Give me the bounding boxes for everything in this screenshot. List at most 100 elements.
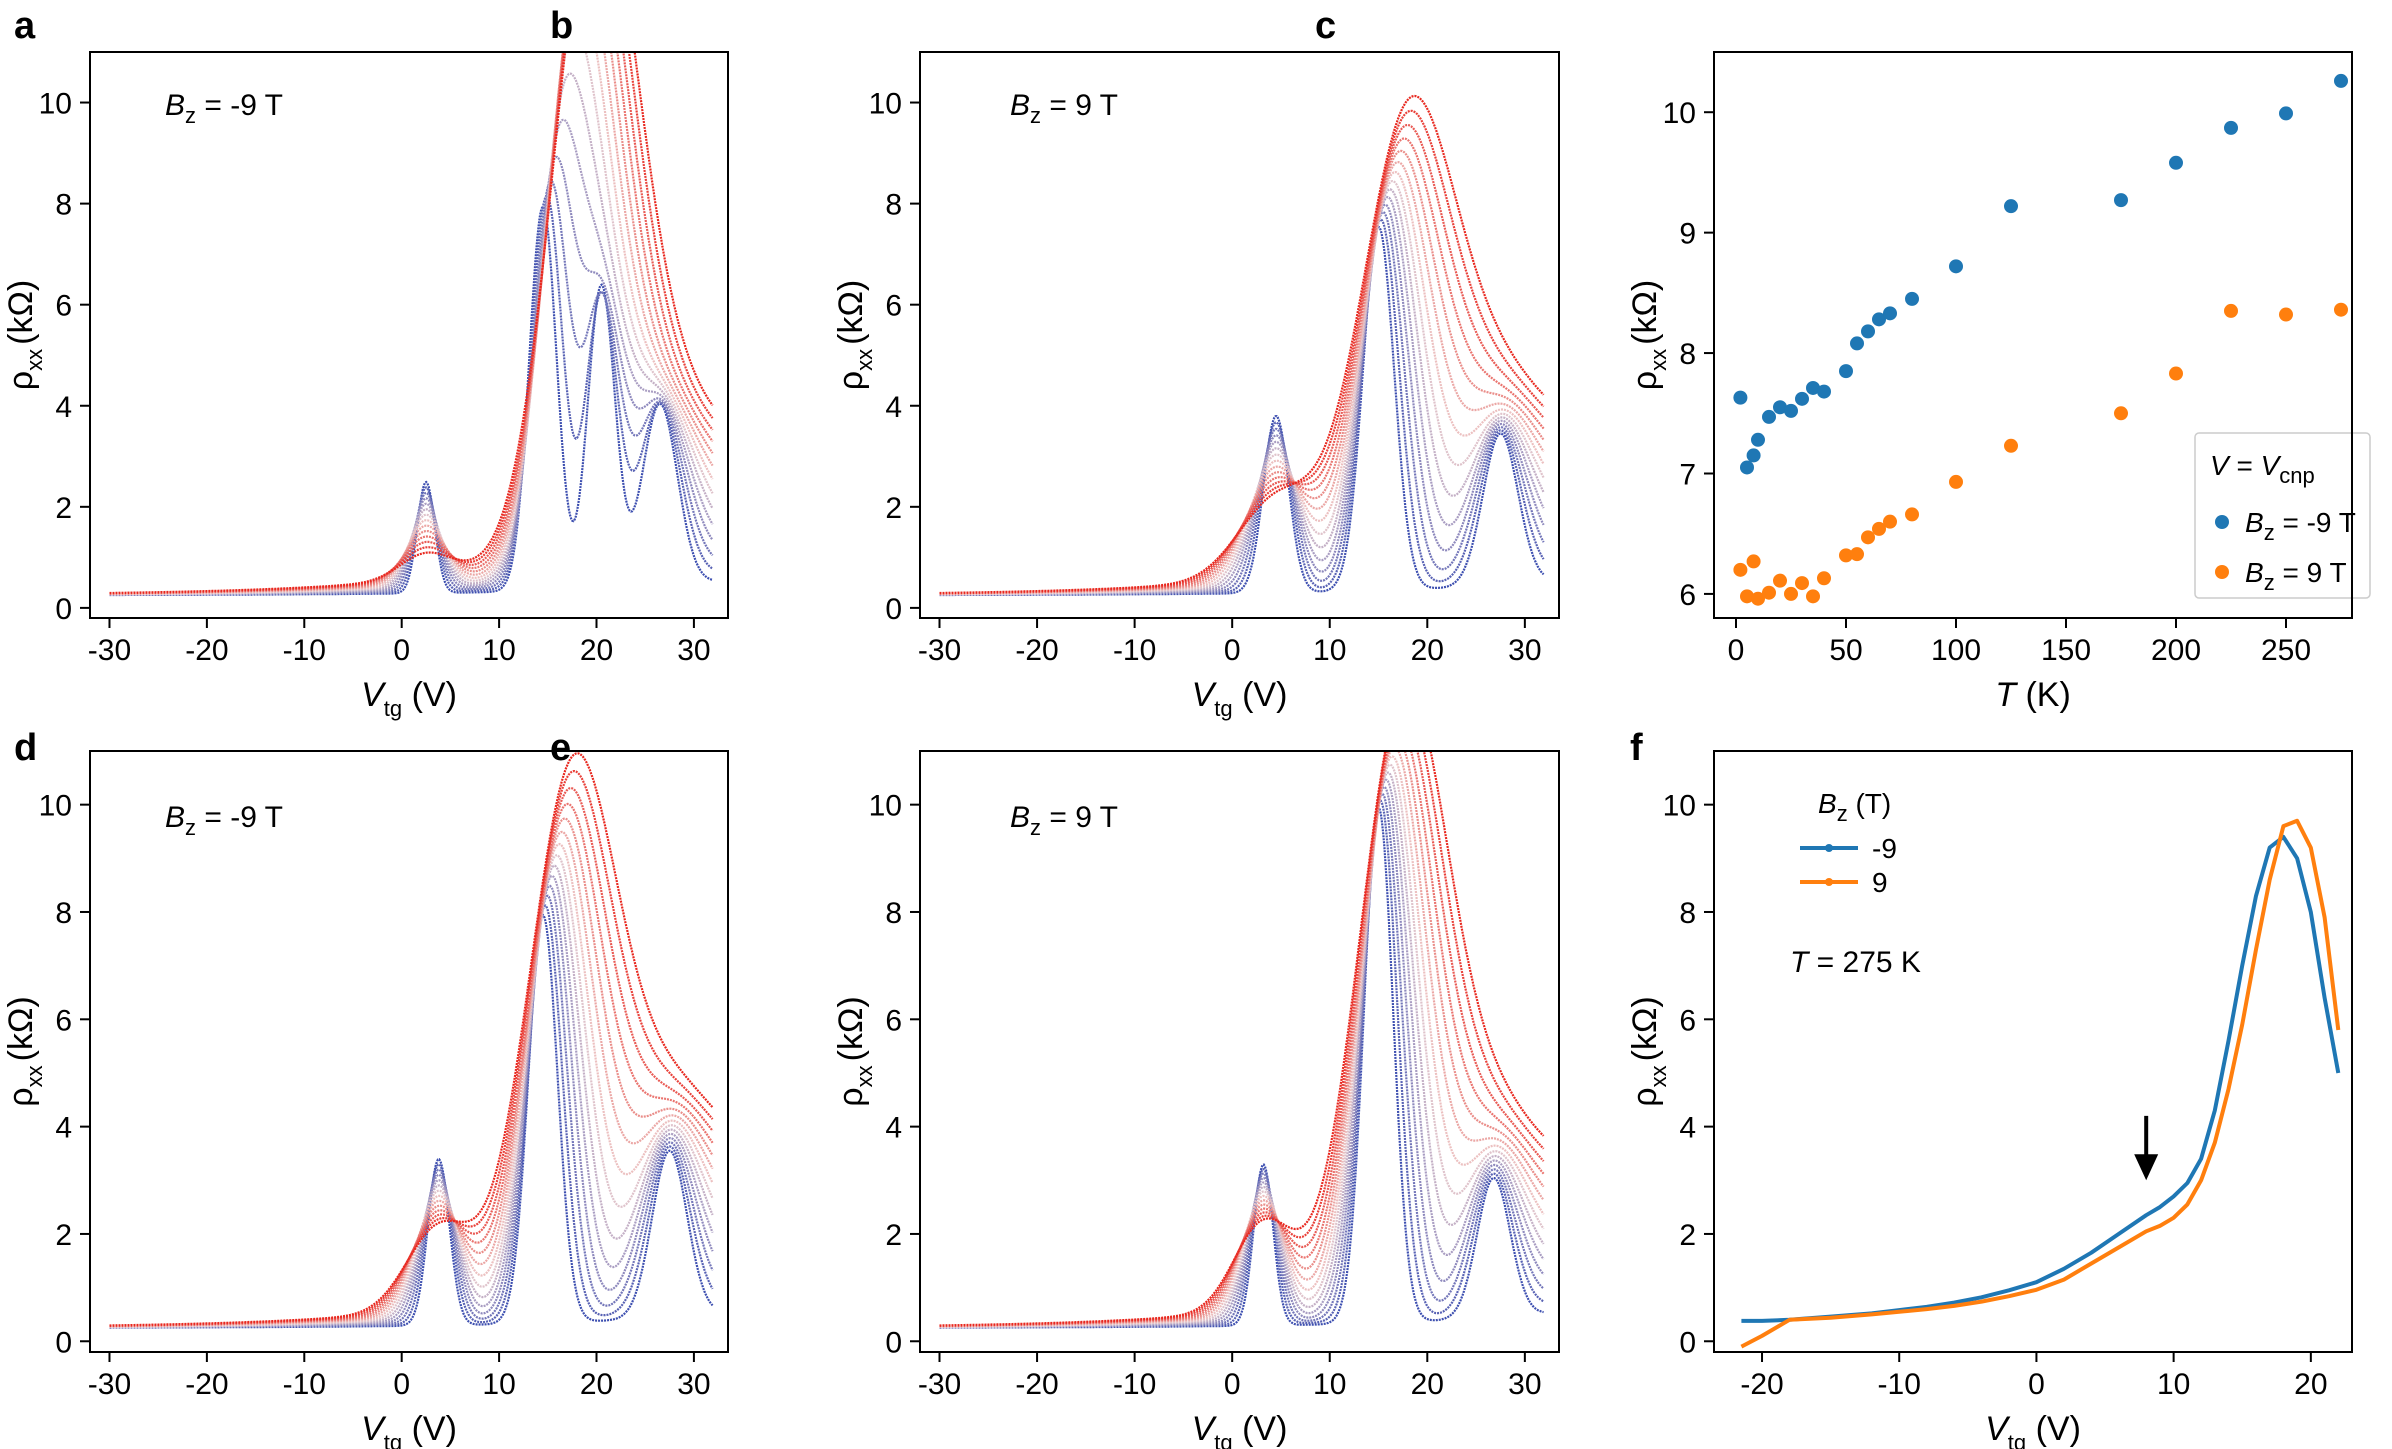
- plot-frame-e: [919, 750, 1560, 1353]
- x-tick-label-a-5: 20: [580, 634, 613, 667]
- legend-box-c: [2194, 432, 2371, 599]
- point-c-1-19: [2169, 366, 2183, 381]
- legend-entry-neg9: Bz = -9 T: [2245, 507, 2356, 545]
- series-f-9: [1740, 818, 2341, 1349]
- x-tick-label-f-4: 20: [2294, 1368, 2327, 1401]
- axes-d: -30 -20 -10 0 10 20 30 0 2 4 6 8 10 Vtg (V) ρxx(kΩ): [2, 750, 729, 1449]
- point-c-1-8: [1806, 589, 1820, 604]
- point-c-0-19: [2169, 155, 2183, 170]
- curves-d: [109, 752, 714, 1329]
- panel-b: b Bz = 9 T -30 -20 -10 0 10 20 30 0 2 4 6 8 10 Vtg (V…: [550, 5, 1560, 721]
- curve-b-12: [939, 109, 1545, 595]
- y-tick-label-e-2: 4: [885, 1112, 902, 1145]
- x-tick-label-d-3: 0: [393, 1368, 410, 1401]
- plot-frame-b: [919, 51, 1560, 619]
- point-c-0-1: [1740, 460, 1754, 475]
- panel-a: a Bz = -9 T -30 -20 -10 0 10 20 30 0 2 4 6 8 10 Vtg (…: [2, 5, 729, 721]
- x-tick-label-e-3: 0: [1224, 1368, 1241, 1401]
- legend-dot-pos9: [1825, 878, 1833, 886]
- x-tick-label-f-1: -10: [1878, 1368, 1921, 1401]
- y-tick-label-b-1: 2: [885, 492, 902, 525]
- x-tick-label-b-1: -20: [1015, 634, 1058, 667]
- x-tick-label-c-2: 100: [1931, 634, 1981, 667]
- y-axis-label-e: ρxx(kΩ): [832, 996, 877, 1106]
- x-tick-label-b-3: 0: [1224, 634, 1241, 667]
- panel-e: e Bz = 9 T -30 -20 -10 0 10 20 30 0 2 4 6 8 10 Vtg (V…: [550, 727, 1560, 1449]
- panel-label-a: a: [14, 5, 36, 47]
- point-c-1-16: [1949, 474, 1963, 489]
- point-c-0-15: [1905, 291, 1919, 306]
- curves-b: [939, 94, 1545, 597]
- plot-frame-f: [1713, 750, 2353, 1353]
- x-axis-label-f: Vtg (V): [1985, 1410, 2081, 1449]
- plot-frame-c: [1713, 51, 2353, 619]
- y-tick-label-b-4: 8: [885, 189, 902, 222]
- annotation-bz-a: Bz = -9 T: [165, 89, 283, 128]
- point-c-1-12: [1861, 530, 1875, 545]
- y-tick-label-f-4: 8: [1679, 897, 1696, 930]
- legend-label-neg9: -9: [1872, 833, 1897, 864]
- x-axis-label-d: Vtg (V): [361, 1410, 457, 1449]
- y-tick-label-f-5: 10: [1663, 790, 1696, 823]
- arrow-head-f: [2134, 1154, 2159, 1181]
- point-c-1-2: [1746, 554, 1761, 569]
- x-tick-label-c-0: 0: [1728, 634, 1745, 667]
- x-tick-label-b-6: 30: [1508, 634, 1541, 667]
- x-tick-label-d-6: 30: [677, 1368, 710, 1401]
- x-tick-label-a-0: -30: [88, 634, 131, 667]
- panel-f: f Bz (T) -9 9 T = 275 K -20 -10 0 10 20 0 2 4 6 8…: [1626, 727, 2353, 1449]
- x-tick-label-c-5: 250: [2261, 634, 2311, 667]
- y-tick-label-e-5: 10: [869, 790, 902, 823]
- curve-b-1: [939, 218, 1545, 596]
- legend-entry-pos9: Bz = 9 T: [2245, 557, 2347, 595]
- point-c-0-5: [1773, 400, 1787, 415]
- y-axis-label-f: ρxx(kΩ): [1626, 996, 1671, 1106]
- point-c-1-5: [1773, 573, 1787, 588]
- annotation-bz-d: Bz = -9 T: [165, 801, 283, 840]
- point-c-0-6: [1784, 403, 1798, 418]
- point-c-0-17: [2004, 199, 2018, 214]
- curve-d-13: [109, 752, 714, 1327]
- y-tick-label-d-5: 10: [39, 790, 72, 823]
- y-tick-label-f-1: 2: [1679, 1219, 1696, 1252]
- y-axis-label-a: ρxx(kΩ): [2, 280, 47, 390]
- x-tick-label-b-0: -30: [918, 634, 961, 667]
- y-tick-label-c-0: 6: [1679, 579, 1696, 612]
- x-tick-label-f-0: -20: [1740, 1368, 1783, 1401]
- y-tick-label-a-5: 10: [39, 88, 72, 121]
- point-c-1-6: [1784, 586, 1798, 601]
- x-axis-label-a: Vtg (V): [361, 676, 457, 721]
- point-c-0-10: [1839, 364, 1853, 379]
- point-c-1-15: [1905, 507, 1919, 522]
- point-c-1-11: [1850, 547, 1864, 562]
- x-tick-label-f-2: 0: [2028, 1368, 2045, 1401]
- point-c-1-22: [2334, 302, 2348, 317]
- panel-label-c: c: [1315, 5, 1336, 47]
- y-tick-label-d-2: 4: [55, 1112, 72, 1145]
- point-c-1-18: [2114, 406, 2128, 421]
- x-tick-label-d-5: 20: [580, 1368, 613, 1401]
- y-axis-label-b: ρxx(kΩ): [832, 280, 877, 390]
- legend-marker-orange: [2215, 565, 2229, 579]
- point-c-0-16: [1949, 259, 1963, 274]
- annotation-temperature: T = 275 K: [1790, 946, 1921, 979]
- x-tick-label-e-4: 10: [1313, 1368, 1346, 1401]
- y-tick-label-e-1: 2: [885, 1219, 902, 1252]
- series-f--9: [1741, 834, 2341, 1323]
- point-c-0-9: [1817, 384, 1831, 399]
- y-tick-label-b-3: 6: [885, 290, 902, 323]
- curve-d-9: [109, 817, 714, 1328]
- x-tick-label-b-2: -10: [1113, 634, 1156, 667]
- curve-d-10: [109, 802, 714, 1328]
- x-tick-label-c-4: 200: [2151, 634, 2201, 667]
- panel-label-d: d: [14, 727, 37, 769]
- y-tick-label-f-3: 6: [1679, 1004, 1696, 1037]
- x-tick-label-a-2: -10: [283, 634, 326, 667]
- curves-a: [109, 52, 714, 597]
- point-c-1-4: [1762, 585, 1776, 600]
- y-axis-label-c: ρxx(kΩ): [1626, 280, 1671, 390]
- panel-label-e: e: [550, 727, 571, 769]
- axes-e: -30 -20 -10 0 10 20 30 0 2 4 6 8 10 Vtg (V) ρxx(kΩ): [832, 750, 1560, 1449]
- curve-b-11: [939, 123, 1545, 595]
- x-tick-label-e-5: 20: [1411, 1368, 1444, 1401]
